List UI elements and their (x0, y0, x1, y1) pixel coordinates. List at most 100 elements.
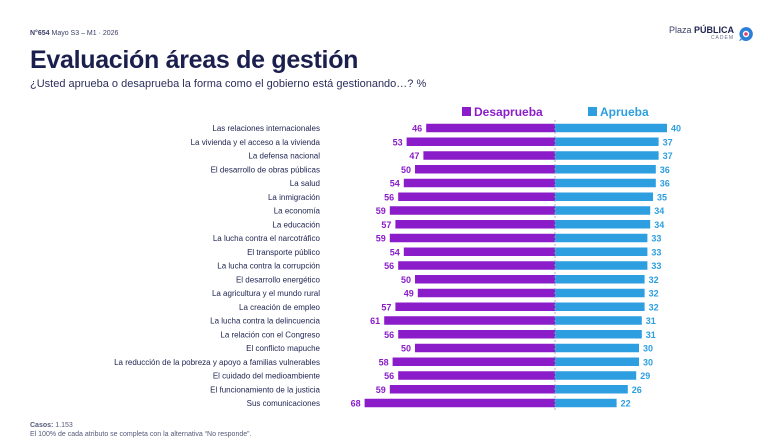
value-label-desaprueba: 53 (393, 137, 403, 147)
bar-desaprueba (364, 398, 555, 408)
value-label-aprueba: 35 (657, 192, 667, 202)
bar-desaprueba (395, 302, 555, 311)
category-label: El cuidado del medioambiente (213, 372, 321, 381)
value-label-aprueba: 33 (651, 247, 661, 257)
brand-prefix: Plaza (668, 25, 692, 35)
value-label-desaprueba: 56 (384, 371, 394, 381)
bar-desaprueba (415, 165, 555, 174)
bar-aprueba (555, 178, 656, 188)
value-label-desaprueba: 57 (381, 302, 391, 312)
bar-desaprueba (423, 151, 555, 160)
bar-aprueba (555, 330, 642, 339)
bar-desaprueba (398, 261, 555, 270)
value-label-desaprueba: 50 (401, 275, 411, 285)
bar-aprueba (555, 302, 645, 311)
value-label-aprueba: 26 (632, 385, 642, 395)
cases-label: Casos: (30, 422, 54, 429)
bar-desaprueba (389, 385, 555, 394)
footnote: El 100% de cada atributo se completa con… (30, 431, 252, 438)
brand-bubble-icon (739, 27, 753, 41)
page-title: Evaluación áreas de gestión (30, 46, 359, 74)
category-label: El desarrollo de obras públicas (211, 165, 320, 174)
value-label-desaprueba: 59 (376, 206, 386, 216)
value-label-aprueba: 31 (646, 316, 656, 326)
bar-desaprueba (398, 192, 555, 201)
bar-aprueba (555, 192, 653, 201)
value-label-desaprueba: 56 (384, 261, 394, 271)
bar-desaprueba (398, 371, 555, 380)
value-label-aprueba: 32 (649, 302, 659, 312)
category-label: Sus comunicaciones (247, 399, 320, 408)
page-subtitle: ¿Usted aprueba o desaprueba la forma com… (30, 78, 427, 90)
value-label-aprueba: 40 (671, 124, 681, 134)
value-label-aprueba: 29 (640, 371, 650, 381)
bar-desaprueba (426, 123, 555, 133)
category-label: La economía (274, 207, 321, 216)
category-label: La lucha contra la delincuencia (210, 317, 320, 326)
value-label-desaprueba: 50 (401, 165, 411, 175)
category-label: El transporte público (247, 248, 320, 257)
value-label-aprueba: 34 (654, 206, 664, 216)
bar-desaprueba (406, 137, 555, 146)
value-label-aprueba: 32 (649, 289, 659, 299)
bar-aprueba (555, 288, 645, 298)
value-label-aprueba: 37 (663, 137, 673, 147)
legend-label-desaprueba: Desaprueba (474, 105, 543, 119)
cases-value: 1.153 (55, 422, 73, 429)
bar-desaprueba (415, 275, 555, 284)
category-label: El desarrollo energético (236, 275, 321, 284)
value-label-desaprueba: 61 (370, 316, 380, 326)
brand-sub: CADEM (710, 35, 734, 41)
bar-desaprueba (398, 330, 555, 339)
value-label-aprueba: 34 (654, 220, 664, 230)
category-label: La salud (290, 179, 320, 188)
category-label: La inmigración (268, 193, 320, 202)
category-label: La relación con el Congreso (220, 330, 320, 339)
category-label: La reducción de la pobreza y apoyo a fam… (114, 358, 320, 367)
value-label-aprueba: 33 (651, 261, 661, 271)
cases-note: Casos: 1.153 (30, 422, 73, 429)
value-label-desaprueba: 56 (384, 330, 394, 340)
bar-aprueba (555, 247, 648, 256)
bar-desaprueba (417, 288, 555, 298)
bar-desaprueba (384, 316, 555, 325)
value-label-desaprueba: 49 (404, 289, 414, 299)
value-label-aprueba: 30 (643, 344, 653, 354)
bar-aprueba (555, 261, 648, 270)
bar-desaprueba (403, 247, 555, 256)
bar-aprueba (555, 398, 617, 408)
bar-aprueba (555, 357, 639, 366)
value-label-desaprueba: 68 (351, 399, 361, 409)
brand-name: PÚBLICA (694, 25, 734, 35)
value-label-desaprueba: 56 (384, 192, 394, 202)
legend-swatch-aprueba (588, 107, 597, 116)
category-label: La defensa nacional (248, 152, 320, 161)
issue-info: N°654 Mayo S3 – M1 · 2026 (30, 30, 118, 37)
bar-aprueba (555, 206, 651, 215)
value-label-aprueba: 36 (660, 165, 670, 175)
value-label-desaprueba: 47 (409, 151, 419, 161)
bar-desaprueba (403, 178, 555, 188)
legend-swatch-desaprueba (462, 107, 471, 116)
bar-desaprueba (392, 357, 555, 366)
bar-desaprueba (389, 206, 555, 215)
bar-aprueba (555, 343, 639, 353)
issue-number: N°654 (30, 30, 50, 37)
bar-aprueba (555, 137, 659, 146)
issue-date: Mayo S3 – M1 · 2026 (51, 30, 119, 37)
bar-desaprueba (389, 233, 555, 243)
bar-aprueba (555, 165, 656, 174)
category-label: El conflicto mapuche (246, 344, 320, 353)
bar-aprueba (555, 385, 628, 394)
legend-label-aprueba: Aprueba (600, 105, 649, 119)
bar-desaprueba (395, 220, 555, 229)
bar-aprueba (555, 275, 645, 284)
value-label-desaprueba: 46 (412, 124, 422, 134)
category-label: La lucha contra el narcotráfico (213, 234, 321, 243)
value-label-aprueba: 37 (663, 151, 673, 161)
category-label: La vivienda y el acceso a la vivienda (191, 138, 321, 147)
category-label: La creación de empleo (239, 303, 320, 312)
bar-aprueba (555, 371, 637, 380)
bar-aprueba (555, 220, 651, 229)
